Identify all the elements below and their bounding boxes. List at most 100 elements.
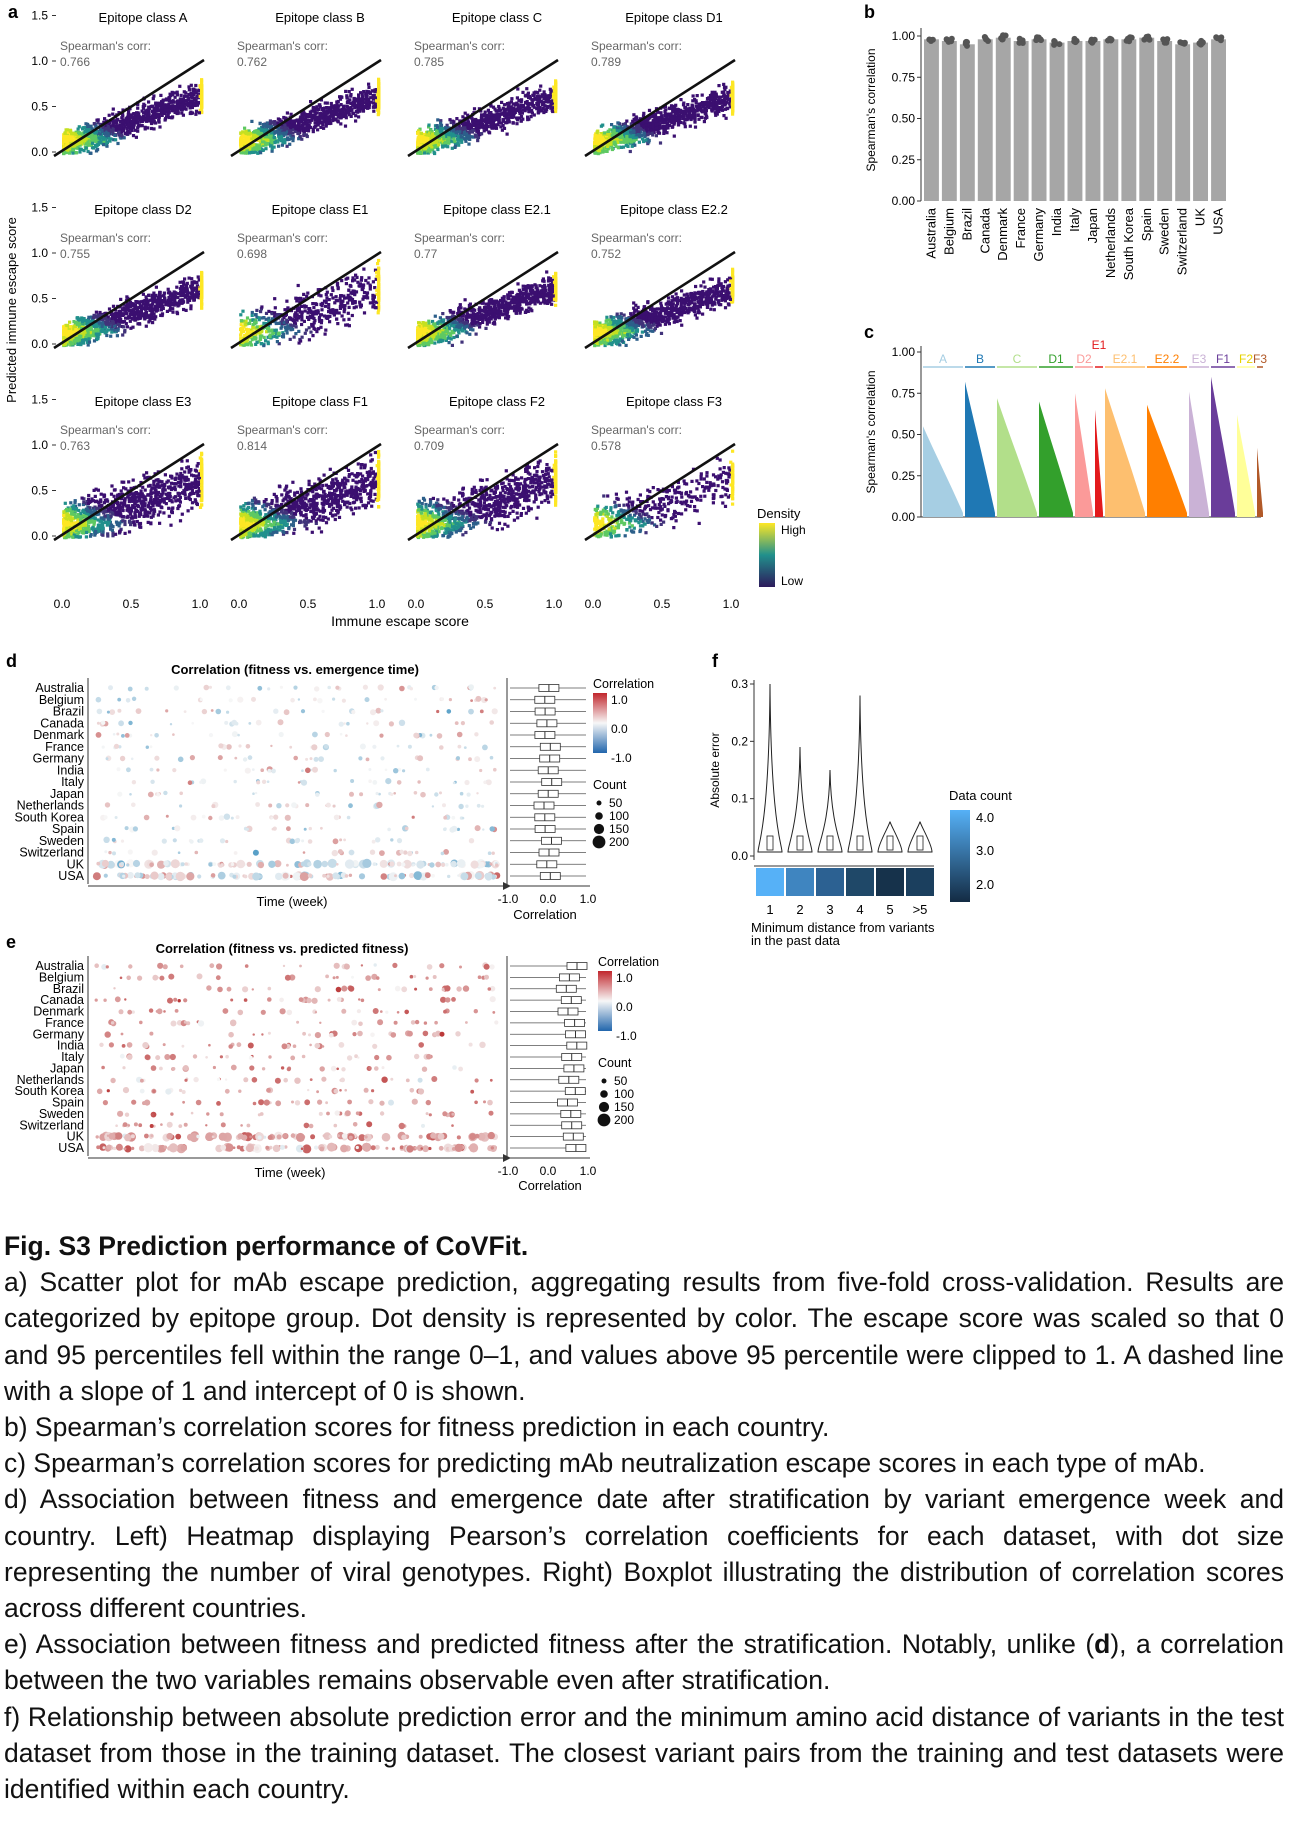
density-cell <box>86 149 90 154</box>
density-cell <box>612 126 616 130</box>
density-cell <box>426 151 430 155</box>
density-cell <box>302 122 306 126</box>
density-cell <box>197 278 201 282</box>
density-cell <box>154 101 158 105</box>
density-cell <box>288 142 292 146</box>
density-cell <box>635 130 639 135</box>
density-cell <box>316 107 320 111</box>
density-cell <box>246 138 250 142</box>
density-cell <box>151 308 155 312</box>
density-cell <box>664 108 668 112</box>
density-cell <box>515 118 520 122</box>
density-cell <box>673 114 677 118</box>
density-cell <box>326 106 330 110</box>
density-cell <box>526 104 530 108</box>
density-cell <box>154 108 158 112</box>
density-cell <box>182 105 186 109</box>
density-cell <box>730 102 734 106</box>
density-cell <box>193 96 197 100</box>
density-cell <box>474 124 478 128</box>
density-cell <box>460 126 464 130</box>
density-cell <box>599 124 603 128</box>
density-cell <box>351 100 355 104</box>
density-cell <box>356 104 360 109</box>
density-cell <box>338 95 342 99</box>
density-cell <box>450 139 454 143</box>
density-cell <box>141 106 146 110</box>
density-cell <box>136 112 140 116</box>
density-cell <box>349 106 353 110</box>
density-cell <box>476 121 480 125</box>
density-cell <box>133 114 137 118</box>
density-cell <box>731 89 735 93</box>
density-cell <box>554 85 558 89</box>
density-cell <box>200 79 204 83</box>
density-cell <box>182 307 186 312</box>
density-cell <box>193 90 197 95</box>
density-cell <box>268 135 272 139</box>
density-cell <box>472 120 476 124</box>
density-cell <box>432 134 436 138</box>
density-cell <box>120 120 125 124</box>
density-cell <box>697 117 701 121</box>
density-cell <box>92 122 96 126</box>
density-cell <box>352 111 356 116</box>
density-cell <box>623 122 627 126</box>
density-cell <box>353 106 357 110</box>
density-cell <box>121 123 125 127</box>
density-cell <box>132 123 136 128</box>
density-cell <box>731 109 735 113</box>
density-cell <box>678 113 682 117</box>
density-cell <box>651 123 655 127</box>
density-cell <box>155 105 159 109</box>
density-cell <box>660 121 664 125</box>
density-cell <box>666 121 670 125</box>
density-cell <box>185 94 189 98</box>
density-cell <box>258 139 262 143</box>
density-cell <box>170 116 174 120</box>
density-cell <box>94 139 98 143</box>
density-cell <box>623 138 627 142</box>
density-cell <box>700 110 704 114</box>
density-cell <box>663 112 667 116</box>
density-cell <box>109 312 113 316</box>
density-cell <box>321 120 325 124</box>
density-cell <box>694 99 698 103</box>
density-cell <box>377 77 381 81</box>
density-cell <box>266 138 270 142</box>
density-cell <box>344 116 348 120</box>
density-cell <box>374 105 378 109</box>
density-cell <box>483 114 487 118</box>
density-cell <box>135 119 139 123</box>
density-cell <box>276 121 280 125</box>
density-cell <box>291 136 295 140</box>
density-cell <box>124 308 128 312</box>
density-cell <box>296 121 300 126</box>
density-cell <box>275 130 279 134</box>
density-cell <box>270 129 274 133</box>
density-cell <box>292 122 297 126</box>
density-cell <box>646 117 650 121</box>
density-cell <box>188 99 192 103</box>
density-cell <box>665 126 669 130</box>
density-cell <box>257 146 262 150</box>
density-cell <box>314 116 318 120</box>
density-cell <box>703 106 707 110</box>
density-cell <box>601 140 605 144</box>
density-cell <box>521 104 526 109</box>
density-cell <box>142 302 146 306</box>
density-cell <box>119 297 123 301</box>
density-cell <box>427 125 431 129</box>
density-cell <box>731 86 735 90</box>
density-cell <box>603 139 607 143</box>
density-cell <box>683 109 687 113</box>
density-cell <box>550 100 554 104</box>
density-cell <box>333 107 337 111</box>
density-cell <box>361 95 365 99</box>
density-cell <box>314 107 318 111</box>
density-cell <box>283 140 287 144</box>
density-cell <box>504 121 508 125</box>
density-cell <box>456 126 460 130</box>
density-cell <box>662 131 666 135</box>
density-cell <box>714 113 718 117</box>
